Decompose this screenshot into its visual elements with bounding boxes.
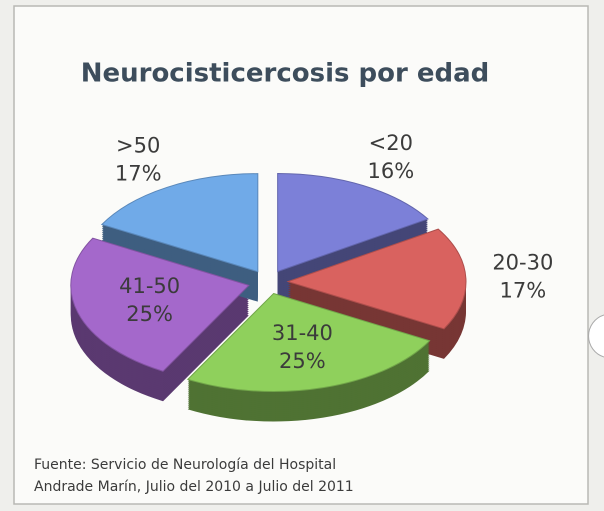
source-note: Fuente: Servicio de Neurología del Hospi… <box>34 457 336 473</box>
slice-label: <20 <box>369 131 413 155</box>
slice-value-label: 16% <box>367 159 414 183</box>
slice-value-label: 17% <box>115 161 162 185</box>
page-hole <box>588 314 604 358</box>
slice <box>70 237 250 372</box>
slice <box>277 172 429 273</box>
chart-title: Neurocisticercosis por edad <box>81 59 490 89</box>
slice-label: 31-40 <box>272 321 333 345</box>
slice <box>286 228 467 330</box>
slice-label: 20-30 <box>492 251 553 275</box>
slice-label: >50 <box>116 133 160 157</box>
source-note: Andrade Marín, Julio del 2010 a Julio de… <box>34 479 354 495</box>
slice-value-label: 17% <box>499 279 546 303</box>
slice <box>186 292 431 393</box>
slice-label: 41-50 <box>119 274 180 298</box>
slice-value-label: 25% <box>126 302 173 326</box>
slice <box>100 173 259 273</box>
slice-value-label: 25% <box>279 349 326 373</box>
